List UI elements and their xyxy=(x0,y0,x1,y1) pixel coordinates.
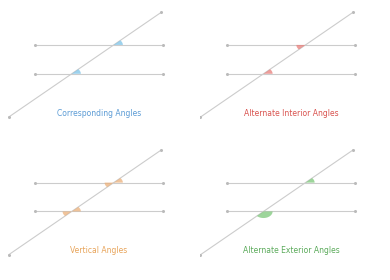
Polygon shape xyxy=(72,207,81,211)
Polygon shape xyxy=(114,40,123,45)
Polygon shape xyxy=(62,211,72,216)
Polygon shape xyxy=(296,45,305,50)
Polygon shape xyxy=(257,211,273,218)
Text: Corresponding Angles: Corresponding Angles xyxy=(57,109,141,118)
Text: Alternate Interior Angles: Alternate Interior Angles xyxy=(244,109,338,118)
Polygon shape xyxy=(72,69,81,74)
Text: Alternate Exterior Angles: Alternate Exterior Angles xyxy=(243,246,339,255)
Text: Vertical Angles: Vertical Angles xyxy=(71,246,128,255)
Polygon shape xyxy=(264,69,273,74)
Polygon shape xyxy=(114,178,123,183)
Polygon shape xyxy=(105,183,114,187)
Polygon shape xyxy=(305,178,315,183)
